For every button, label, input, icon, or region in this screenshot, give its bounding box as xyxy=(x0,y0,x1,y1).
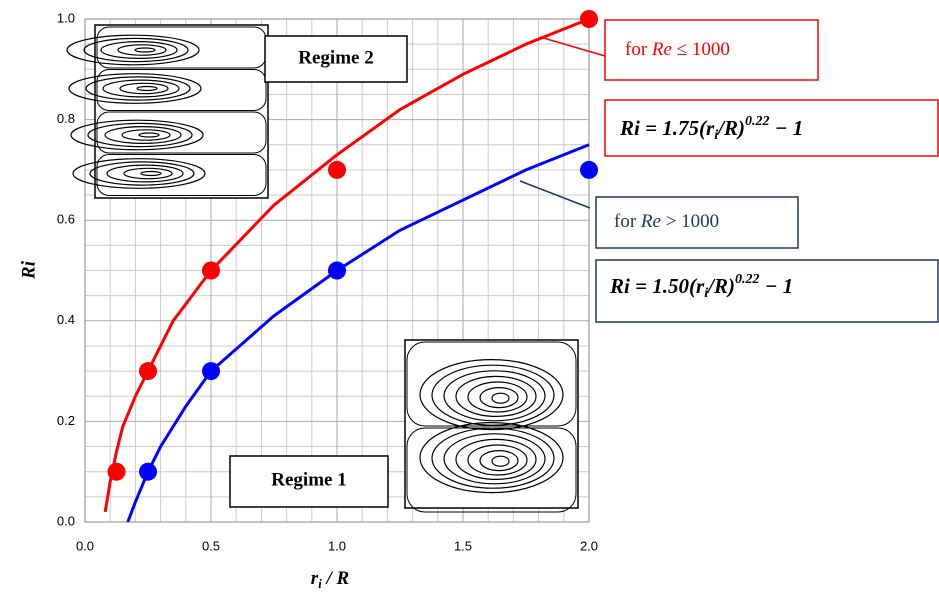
y-tick-label: 0.0 xyxy=(57,513,75,528)
cell xyxy=(96,69,267,111)
y-tick-label: 1.0 xyxy=(57,10,75,25)
streamline xyxy=(479,450,519,472)
streamline xyxy=(419,422,564,494)
data-point xyxy=(580,160,598,179)
streamline xyxy=(136,85,158,92)
data-point xyxy=(202,362,220,381)
streamline xyxy=(431,364,555,426)
data-point xyxy=(139,362,157,381)
annotation-box xyxy=(604,99,939,157)
y-tick-label: 0.6 xyxy=(57,212,75,227)
x-axis-label: ri / R xyxy=(311,568,349,591)
cell xyxy=(406,341,577,427)
x-tick-label: 1.5 xyxy=(454,538,472,553)
formula-text: Ri = 1.50(ri/R)0.22 − 1 xyxy=(609,272,793,301)
y-tick-label: 0.4 xyxy=(57,312,75,327)
streamline xyxy=(479,387,519,409)
data-point xyxy=(202,261,220,280)
series-layer xyxy=(103,10,598,523)
streamline xyxy=(104,125,182,144)
streamline xyxy=(455,438,537,480)
streamline xyxy=(443,370,546,422)
annotation-box xyxy=(595,259,939,323)
streamline xyxy=(491,455,510,467)
regime-box xyxy=(264,35,408,83)
plot-frame xyxy=(84,18,590,523)
streamline-inset xyxy=(66,24,269,199)
streamline xyxy=(121,129,171,141)
streamline xyxy=(100,40,178,59)
annotation-box xyxy=(595,196,799,249)
streamline xyxy=(117,44,167,56)
x-tick-label: 2.0 xyxy=(580,538,598,553)
streamline-inset xyxy=(404,339,579,513)
streamline xyxy=(66,34,200,66)
data-point xyxy=(139,462,157,481)
cell xyxy=(96,111,267,154)
regime-label: Regime 2 xyxy=(298,47,373,68)
streamline xyxy=(443,433,546,485)
streamline xyxy=(119,82,169,95)
y-axis-label: Ri xyxy=(18,260,39,280)
streamline xyxy=(455,375,537,417)
streamline xyxy=(134,47,156,53)
streamline xyxy=(87,122,193,148)
streamline xyxy=(68,73,202,104)
streamline xyxy=(140,170,162,177)
annotation-box xyxy=(604,19,819,81)
streamline xyxy=(138,132,160,138)
streamline xyxy=(106,164,184,183)
streamline xyxy=(70,119,204,151)
leader-line xyxy=(539,36,606,57)
regime-box xyxy=(229,455,389,508)
data-point xyxy=(328,261,346,280)
formula-text: Ri = 1.75(ri/R)0.22 − 1 xyxy=(619,114,803,143)
x-tick-label: 0.5 xyxy=(202,538,220,553)
data-point xyxy=(328,160,346,179)
streamline xyxy=(102,79,180,98)
leader-line xyxy=(519,180,591,209)
y-tick-label: 0.2 xyxy=(57,413,75,428)
streamline xyxy=(467,381,528,413)
streamline xyxy=(431,427,555,489)
streamline xyxy=(72,158,206,189)
streamline xyxy=(89,161,195,186)
condition-text: for Re ≤ 1000 xyxy=(625,39,730,60)
streamline xyxy=(123,167,173,180)
fit-line xyxy=(103,17,590,513)
streamline xyxy=(419,359,564,431)
x-tick-label: 1.0 xyxy=(328,538,346,553)
streamline xyxy=(491,392,510,404)
cell xyxy=(96,154,267,196)
streamline xyxy=(85,76,191,101)
streamline xyxy=(83,37,189,63)
data-point xyxy=(107,462,126,481)
regime-label: Regime 1 xyxy=(271,469,346,490)
condition-text: for Re > 1000 xyxy=(614,211,719,232)
data-point xyxy=(580,10,598,28)
x-tick-label: 0.0 xyxy=(76,538,94,553)
streamline xyxy=(467,444,528,476)
y-tick-label: 0.8 xyxy=(57,111,75,126)
